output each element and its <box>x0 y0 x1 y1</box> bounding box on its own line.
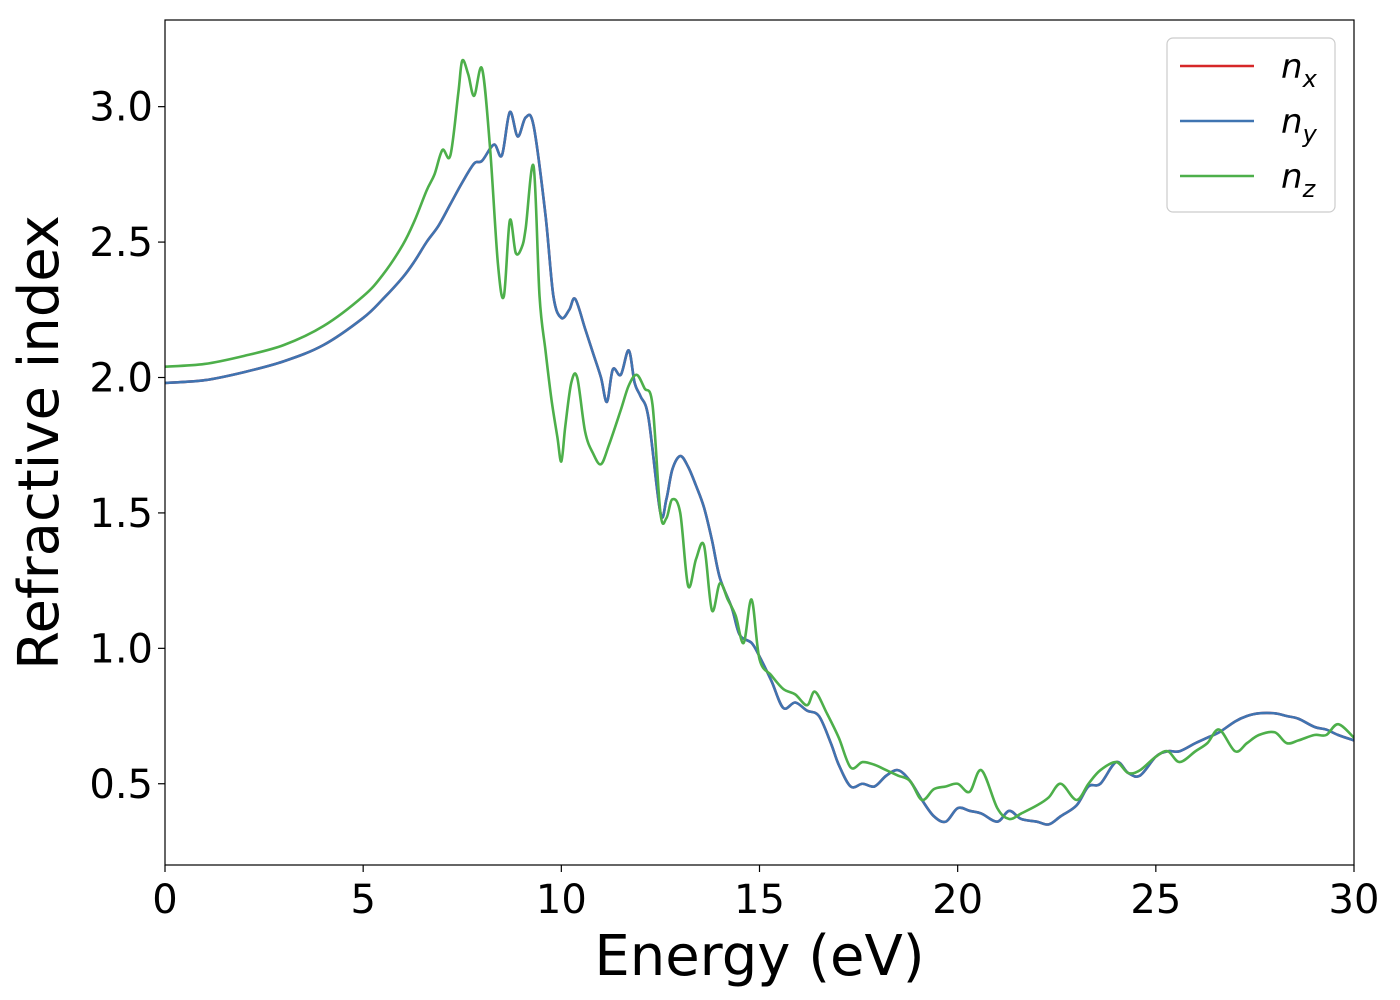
x-tick-label: 10 <box>536 877 587 923</box>
x-tick-label: 15 <box>734 877 785 923</box>
y-tick-label: 3.0 <box>89 85 153 131</box>
x-axis-label: Energy (eV) <box>594 924 924 989</box>
y-axis-label: Refractive index <box>7 215 72 670</box>
series-line-z <box>165 58 1354 821</box>
series-layer <box>165 58 1354 826</box>
x-tick-label: 5 <box>350 877 375 923</box>
x-axis-ticks: 0 5 10 15 20 25 30 <box>152 865 1379 923</box>
legend-box <box>1166 37 1336 213</box>
x-tick-label: 0 <box>152 877 177 923</box>
y-tick-label: 2.5 <box>89 220 153 266</box>
y-tick-label: 1.0 <box>89 626 153 672</box>
x-tick-label: 25 <box>1130 877 1181 923</box>
x-tick-label: 30 <box>1329 877 1380 923</box>
y-axis-ticks: 0.5 1.0 1.5 2.0 2.5 3.0 <box>89 85 165 808</box>
y-tick-label: 0.5 <box>89 762 153 808</box>
x-tick-label: 20 <box>932 877 983 923</box>
series-line-y <box>165 110 1354 826</box>
y-tick-label: 1.5 <box>89 491 153 537</box>
y-tick-label: 2.0 <box>89 356 153 402</box>
